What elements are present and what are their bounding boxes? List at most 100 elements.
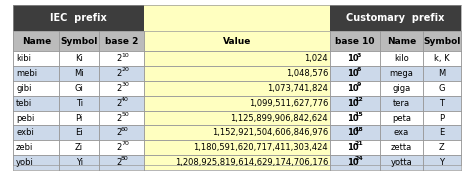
Bar xyxy=(144,31,330,51)
Text: exa: exa xyxy=(394,128,409,137)
Text: T: T xyxy=(439,99,444,108)
Text: pebi: pebi xyxy=(16,113,35,122)
Text: 18: 18 xyxy=(355,127,363,132)
Bar xyxy=(99,51,144,66)
Text: 9: 9 xyxy=(356,82,361,87)
Text: 21: 21 xyxy=(355,141,363,147)
Bar xyxy=(144,5,330,31)
Text: G: G xyxy=(438,84,445,93)
Text: 1,099,511,627,776: 1,099,511,627,776 xyxy=(249,99,328,108)
Text: Ei: Ei xyxy=(75,128,83,137)
Bar xyxy=(423,111,461,125)
Text: zetta: zetta xyxy=(391,143,412,152)
Text: tera: tera xyxy=(393,99,410,108)
Text: 2: 2 xyxy=(116,113,121,122)
Text: mega: mega xyxy=(390,69,413,78)
Bar xyxy=(13,96,60,111)
Text: Symbol: Symbol xyxy=(423,37,461,46)
Bar xyxy=(380,51,423,66)
Text: kilo: kilo xyxy=(394,54,409,63)
Bar xyxy=(330,81,380,96)
Bar xyxy=(330,96,380,111)
Text: 2: 2 xyxy=(116,84,121,93)
Text: Ki: Ki xyxy=(75,54,83,63)
Bar xyxy=(423,96,461,111)
Bar xyxy=(144,111,330,125)
Bar xyxy=(144,66,330,81)
Text: 2: 2 xyxy=(116,54,121,63)
Text: Zi: Zi xyxy=(75,143,83,152)
Text: Mi: Mi xyxy=(74,69,84,78)
Text: 1,208,925,819,614,629,174,706,176: 1,208,925,819,614,629,174,706,176 xyxy=(175,158,328,167)
Bar xyxy=(330,140,380,155)
Text: Name: Name xyxy=(22,37,51,46)
Text: 12: 12 xyxy=(355,97,363,102)
Text: Value: Value xyxy=(223,37,251,46)
Bar xyxy=(13,5,144,31)
Text: 80: 80 xyxy=(121,156,129,161)
Bar xyxy=(99,140,144,155)
Text: E: E xyxy=(439,128,445,137)
Bar xyxy=(99,66,144,81)
Bar xyxy=(380,125,423,140)
Text: 10: 10 xyxy=(346,54,358,63)
Text: 24: 24 xyxy=(355,156,363,161)
Bar xyxy=(144,140,330,155)
Text: zebi: zebi xyxy=(16,143,34,152)
Text: Pi: Pi xyxy=(75,113,83,122)
Text: base 2: base 2 xyxy=(104,37,138,46)
Bar xyxy=(423,31,461,51)
Bar xyxy=(380,140,423,155)
Text: Z: Z xyxy=(439,143,445,152)
Text: 2: 2 xyxy=(116,143,121,152)
Bar xyxy=(144,96,330,111)
Text: gibi: gibi xyxy=(16,84,32,93)
Text: 10: 10 xyxy=(346,99,358,108)
Text: 1,048,576: 1,048,576 xyxy=(286,69,328,78)
Text: M: M xyxy=(438,69,446,78)
Bar xyxy=(380,81,423,96)
Bar xyxy=(13,155,60,170)
Bar xyxy=(380,66,423,81)
Bar xyxy=(330,111,380,125)
Text: 30: 30 xyxy=(121,82,129,87)
Text: 2: 2 xyxy=(116,99,121,108)
Text: 10: 10 xyxy=(121,53,129,58)
Text: k, K: k, K xyxy=(434,54,450,63)
Bar xyxy=(330,51,380,66)
Text: base 10: base 10 xyxy=(335,37,374,46)
Text: 70: 70 xyxy=(121,141,129,147)
Bar xyxy=(60,96,99,111)
Text: 20: 20 xyxy=(121,67,129,72)
Text: Symbol: Symbol xyxy=(61,37,98,46)
Bar xyxy=(423,51,461,66)
Bar xyxy=(13,125,60,140)
Text: 2: 2 xyxy=(116,69,121,78)
Bar xyxy=(423,66,461,81)
Text: Name: Name xyxy=(387,37,416,46)
Bar xyxy=(380,155,423,170)
Bar xyxy=(60,51,99,66)
Text: Y: Y xyxy=(439,158,444,167)
Bar xyxy=(99,155,144,170)
Text: 1,073,741,824: 1,073,741,824 xyxy=(267,84,328,93)
Text: Gi: Gi xyxy=(75,84,83,93)
Text: 1,180,591,620,717,411,303,424: 1,180,591,620,717,411,303,424 xyxy=(193,143,328,152)
Bar xyxy=(144,81,330,96)
Text: Customary  prefix: Customary prefix xyxy=(346,13,445,23)
Bar xyxy=(423,140,461,155)
Bar xyxy=(330,155,380,170)
Text: kibi: kibi xyxy=(16,54,31,63)
Text: peta: peta xyxy=(392,113,411,122)
Bar xyxy=(99,31,144,51)
Bar xyxy=(144,51,330,66)
Bar xyxy=(60,140,99,155)
Bar xyxy=(60,66,99,81)
Bar xyxy=(13,111,60,125)
Bar xyxy=(423,155,461,170)
Text: 10: 10 xyxy=(346,84,358,93)
Bar xyxy=(99,125,144,140)
Text: Ti: Ti xyxy=(76,99,83,108)
Bar xyxy=(380,111,423,125)
Text: 10: 10 xyxy=(346,69,358,78)
